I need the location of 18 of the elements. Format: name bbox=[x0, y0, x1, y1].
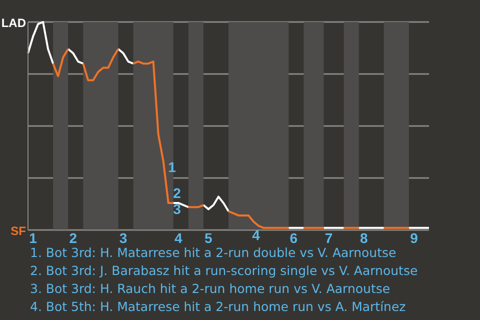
text: 4. Bot 5th: H. Matarrese hit a 2-run home run vs A. Martínez bbox=[30, 298, 407, 316]
x-tick-label: 8 bbox=[360, 230, 368, 246]
x-tick-label: 6 bbox=[290, 230, 298, 246]
text: SF bbox=[10, 224, 26, 238]
text: LAD bbox=[1, 16, 26, 30]
annotation: 1 bbox=[168, 159, 176, 175]
annotation: 3 bbox=[173, 201, 182, 217]
x-tick-label: 5 bbox=[204, 230, 213, 246]
x-tick-label: 2 bbox=[69, 230, 78, 246]
text: 3. Bot 3rd: H. Rauch hit a 2-run home run vs V. Aarnoutse bbox=[30, 280, 392, 298]
text: 2. Bot 3rd: J. Barabasz hit a run-scoring single vs V. Aarnoutse bbox=[30, 262, 418, 280]
x-tick-label: 3 bbox=[119, 230, 128, 246]
text: 1. Bot 3rd: H. Matarrese hit a 2-run double vs V. Aarnoutse bbox=[30, 244, 398, 262]
x-tick-label: 4 bbox=[174, 230, 182, 246]
x-tick-label: 1 bbox=[29, 230, 38, 246]
annotation: 2 bbox=[173, 185, 182, 201]
x-tick-label: 7 bbox=[324, 230, 333, 246]
x-tick-label: 9 bbox=[410, 230, 418, 246]
